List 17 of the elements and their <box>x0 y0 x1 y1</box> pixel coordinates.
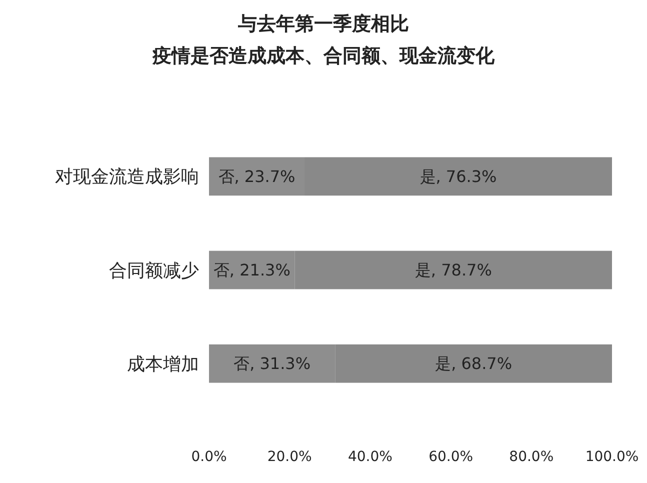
data-label: 是, 76.3% <box>420 167 497 186</box>
y-tick-label: 对现金流造成影响 <box>55 166 199 188</box>
data-label: 否, 31.3% <box>234 354 311 374</box>
y-tick-label: 成本增加 <box>127 354 199 375</box>
data-label: 是, 78.7% <box>414 260 492 280</box>
x-tick-label: 100.0% <box>585 448 639 465</box>
x-tick-label: 80.0% <box>509 448 554 465</box>
x-tick-label: 20.0% <box>267 448 312 465</box>
chart-subtitle: 疫情是否造成成本、合同额、现金流变化 <box>152 45 496 67</box>
y-tick-label: 合同额减少 <box>109 260 199 282</box>
data-label: 是, 68.7% <box>435 354 512 374</box>
x-tick-label: 0.0% <box>191 448 227 465</box>
x-tick-label: 60.0% <box>428 448 474 465</box>
data-label: 否, 21.3% <box>213 260 290 280</box>
x-tick-label: 40.0% <box>348 448 392 465</box>
data-label: 否, 23.7% <box>218 167 296 186</box>
chart-title: 与去年第一季度相比 <box>237 13 409 35</box>
